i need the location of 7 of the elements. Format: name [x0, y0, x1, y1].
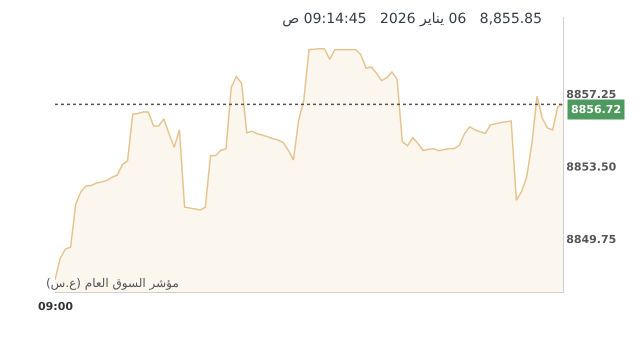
- ref-line-label: 8856.72: [571, 103, 622, 116]
- y-tick-label: 8853.50: [566, 160, 617, 174]
- y-tick-label: 8849.75: [566, 232, 616, 246]
- series-label: مؤشر السوق العام (ع.س): [46, 276, 179, 290]
- y-tick-label: 8857.25: [566, 88, 616, 102]
- chart-title: 8,855.85 06 يناير 2026 09:14:45 ص: [282, 11, 542, 27]
- text: 09:00: [38, 300, 74, 313]
